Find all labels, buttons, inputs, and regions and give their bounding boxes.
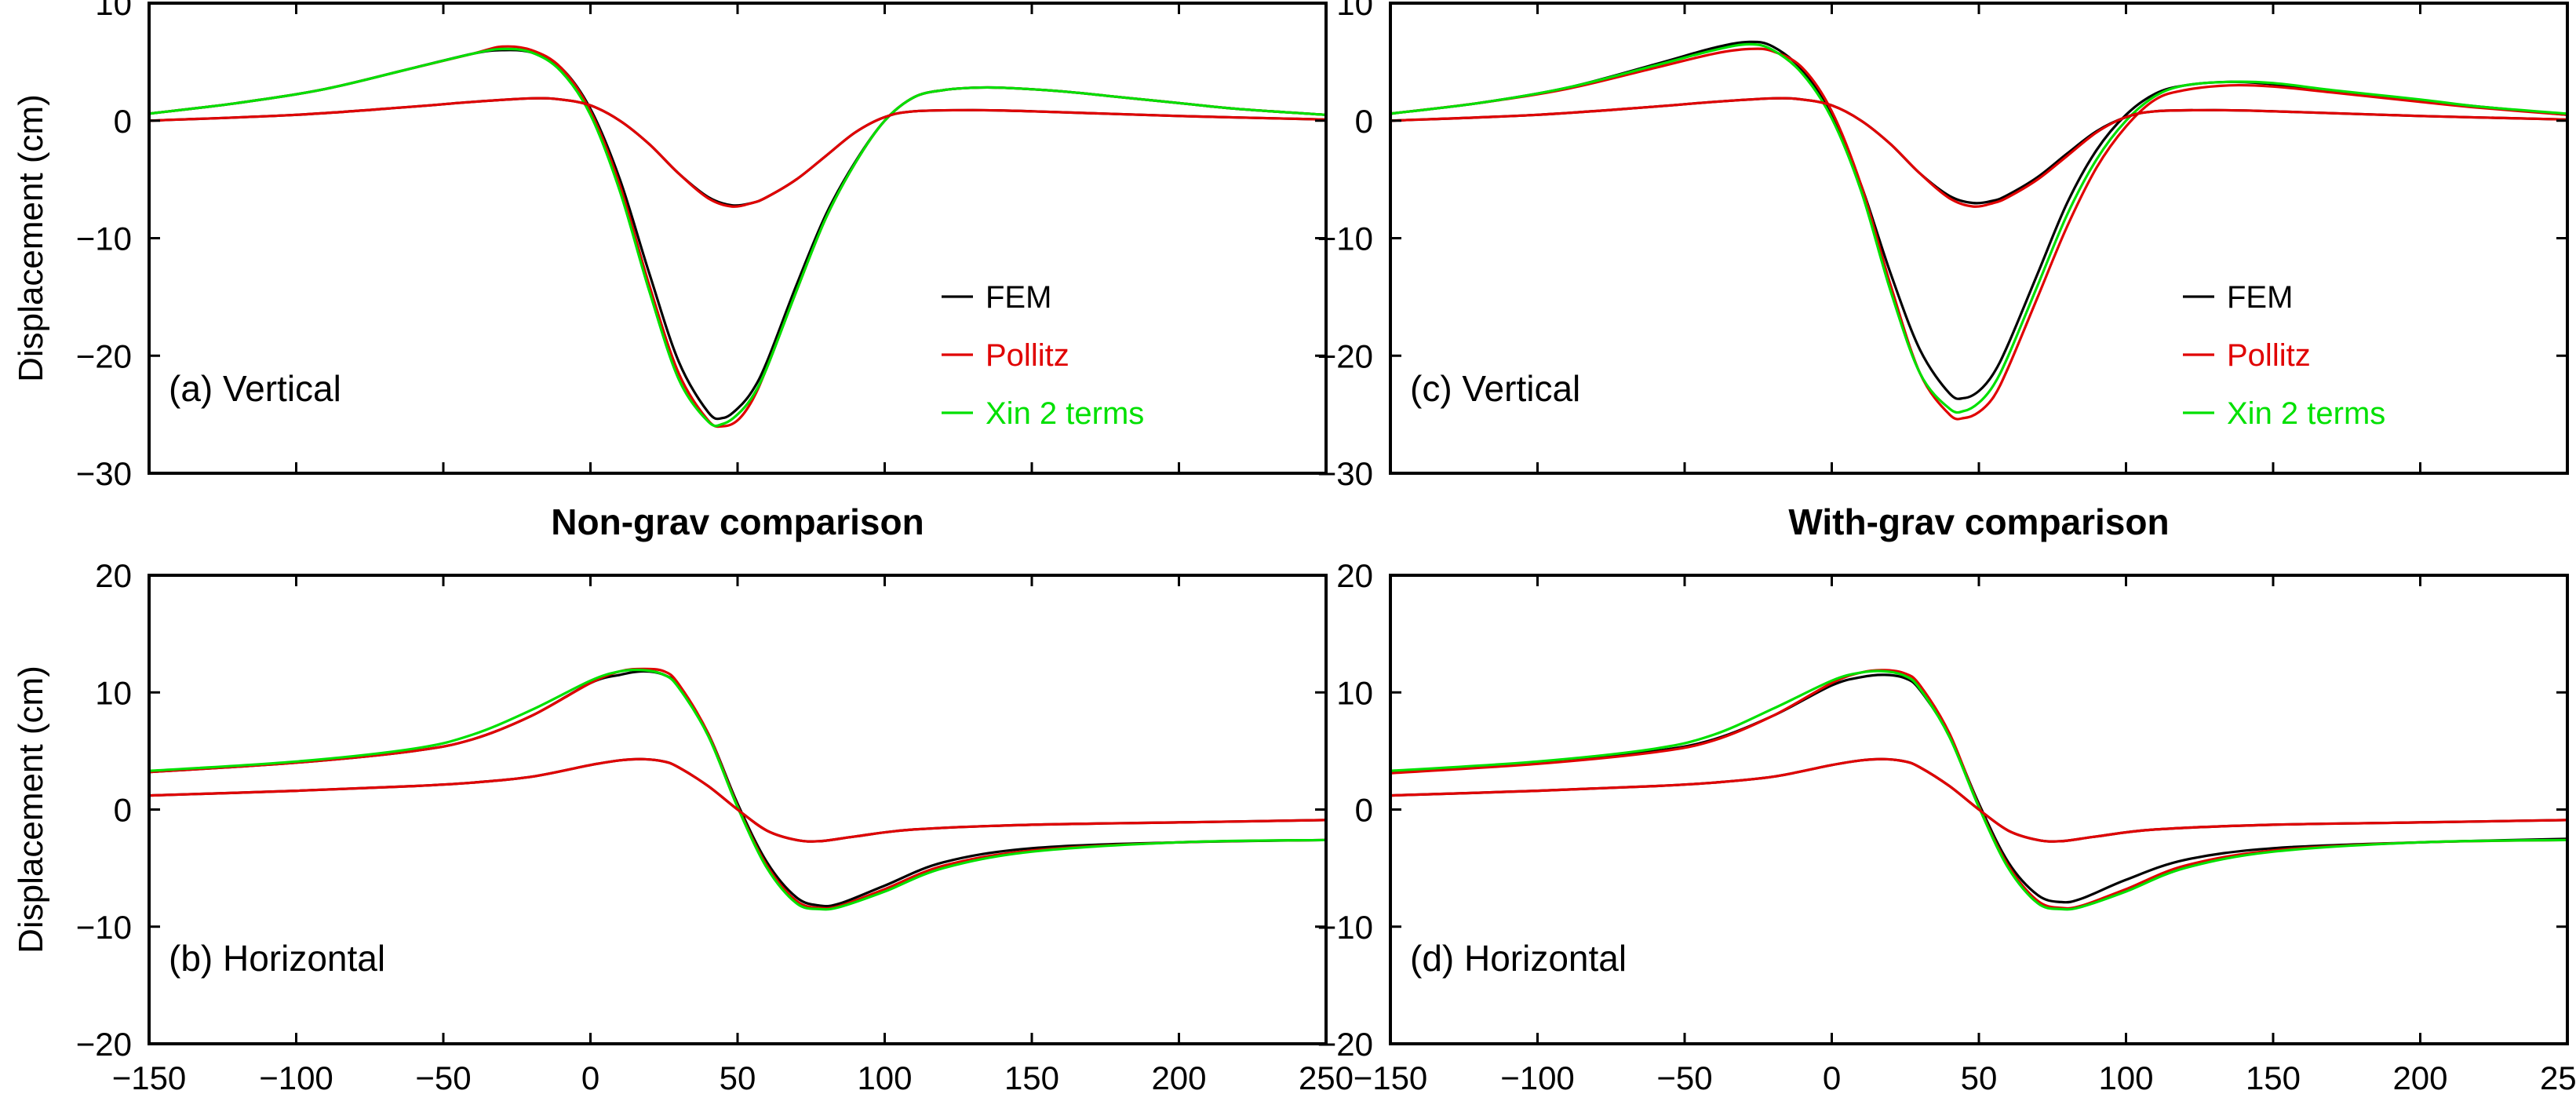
y-tick-label: 10	[1336, 0, 1373, 22]
x-tick-label: 200	[2392, 1059, 2447, 1096]
y-tick-label: −20	[1317, 337, 1373, 374]
panel-c-legend: FEM Pollitz Xin 2 terms	[2183, 280, 2385, 431]
legend-label-fem: FEM	[2227, 280, 2293, 315]
x-tick-label: 250	[1299, 1059, 1354, 1096]
y-tick-label: 0	[1355, 792, 1373, 829]
x-tick-label: 0	[581, 1059, 599, 1096]
y-axis-label: Displacement (cm)	[12, 94, 50, 382]
y-tick-label: −10	[1317, 909, 1373, 946]
panel-c-series	[1390, 40, 2567, 421]
y-tick-label: −20	[76, 337, 132, 374]
y-tick-label: −20	[1317, 1026, 1373, 1063]
x-tick-label: −150	[1354, 1059, 1428, 1096]
legend-label-fem: FEM	[986, 280, 1051, 315]
panel-label: (d) Horizontal	[1410, 938, 1627, 979]
panel-a: −30 −20 −10 0 10 Displacement (cm) (a) Vertica…	[12, 0, 1328, 492]
series-line-xin-2-terms-large	[1390, 42, 2567, 414]
series-line-xin-2-terms-large	[1390, 669, 2567, 911]
y-tick-label: −20	[76, 1026, 132, 1063]
y-tick-label: −30	[1317, 455, 1373, 492]
panel-b: −150 −100 −50 0 50 100 150 200 250−20−1001020Dis…	[12, 557, 1354, 1096]
x-tick-label: −150	[112, 1059, 187, 1096]
panel-d-series	[1390, 669, 2567, 911]
x-tick-label: 150	[1004, 1059, 1059, 1096]
panel-label: (c) Vertical	[1410, 368, 1580, 409]
x-tick-label: 150	[2246, 1059, 2301, 1096]
series-line-pollitz-small	[149, 97, 1326, 208]
y-tick-label: −10	[76, 909, 132, 946]
panel-a-series	[149, 45, 1326, 429]
y-tick-label: −10	[76, 221, 132, 257]
x-tick-label: 250	[2540, 1059, 2576, 1096]
x-tick-label: −50	[415, 1059, 471, 1096]
series-line-pollitz-large	[1390, 47, 2567, 421]
x-tick-label: −100	[1500, 1059, 1575, 1096]
title-non-grav-comparison: Non-grav comparison	[551, 501, 924, 542]
y-tick-label: −10	[1317, 221, 1373, 257]
series-line-pollitz-small	[1390, 97, 2567, 208]
series-line-xin-2-terms-large	[149, 47, 1326, 428]
y-tick-label: 10	[1336, 674, 1373, 711]
title-with-grav-comparison: With-grav comparison	[1788, 501, 2169, 542]
panel-a-legend: FEM Pollitz Xin 2 terms	[942, 280, 1144, 431]
x-tick-label: −50	[1656, 1059, 1712, 1096]
legend-label-xin-2-terms: Xin 2 terms	[986, 396, 1144, 431]
x-tick-label: 100	[2098, 1059, 2153, 1096]
x-tick-label: −100	[259, 1059, 333, 1096]
legend-label-pollitz: Pollitz	[2227, 338, 2311, 373]
legend-label-pollitz: Pollitz	[986, 338, 1069, 373]
x-tick-label: 50	[1961, 1059, 1998, 1096]
y-tick-label: 20	[1336, 557, 1373, 594]
y-tick-label: 0	[114, 792, 132, 829]
panel-b-series	[149, 667, 1326, 911]
y-axis-label: Displacement (cm)	[12, 666, 50, 954]
series-line-pollitz-large	[1390, 669, 2567, 910]
y-tick-label: 0	[114, 103, 132, 140]
panel-d: −150−100−50050100150200250−20−1001020(d)…	[1317, 557, 2576, 1096]
panel-label: (a) Vertical	[169, 368, 341, 409]
panel-label: (b) Horizontal	[169, 938, 385, 979]
legend-label-xin-2-terms: Xin 2 terms	[2227, 396, 2385, 431]
y-tick-label: 20	[95, 557, 132, 594]
y-tick-label: 10	[95, 0, 132, 22]
x-tick-label: 50	[720, 1059, 756, 1096]
series-line-pollitz-small	[1390, 757, 2567, 843]
y-tick-label: 0	[1355, 103, 1373, 140]
y-tick-label: 10	[95, 674, 132, 711]
x-tick-label: 0	[1823, 1059, 1841, 1096]
series-line-xin-2-terms-large	[149, 668, 1326, 911]
panel-c: −30 −20 −10 0 10 (c) Vertical FEM Pollitz Xin 2 …	[1317, 0, 2569, 492]
x-tick-label: 200	[1151, 1059, 1206, 1096]
series-line-pollitz-small	[149, 757, 1326, 843]
x-tick-label: 100	[857, 1059, 912, 1096]
y-tick-label: −30	[76, 455, 132, 492]
